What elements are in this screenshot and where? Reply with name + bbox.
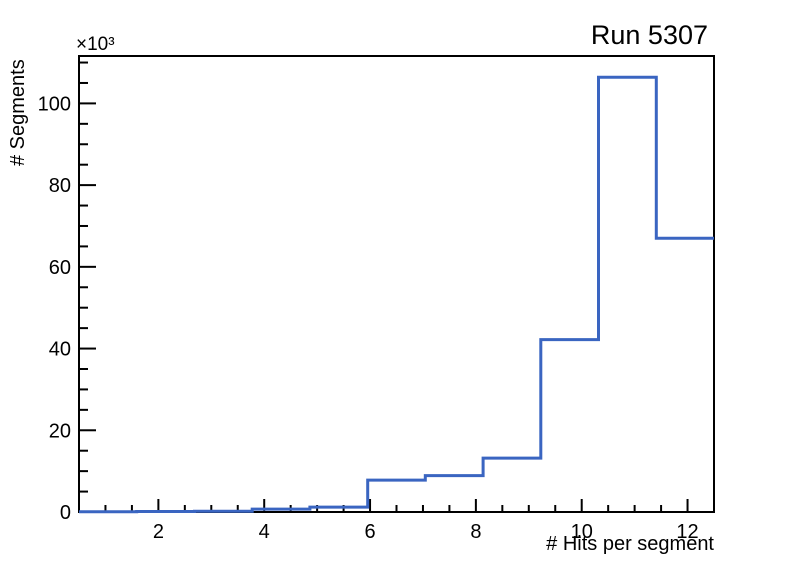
- x-tick-label: 8: [470, 521, 481, 543]
- y-axis-tick-labels: 0 20 40 60 80 100: [38, 93, 71, 524]
- x-axis-tick-labels: 2 4 6 8 10 12: [153, 521, 699, 543]
- plot-frame: [78, 55, 715, 513]
- y-tick-label: 0: [60, 502, 71, 524]
- x-axis-title: # Hits per segment: [546, 533, 714, 555]
- x-axis-ticks: [104, 499, 689, 511]
- x-tick-label: 6: [364, 521, 375, 543]
- x-tick-label: 10: [571, 521, 593, 543]
- y-tick-label: 20: [49, 420, 71, 442]
- x-tick-label: 4: [259, 521, 270, 543]
- histogram-step-line: [79, 75, 714, 514]
- x-tick-label: 12: [676, 521, 698, 543]
- y-axis-ticks: [80, 61, 96, 513]
- plot-title: Run 5307: [590, 20, 708, 50]
- y-tick-label: 60: [49, 257, 71, 279]
- y-tick-label: 40: [49, 339, 71, 361]
- y-tick-label: 80: [49, 175, 71, 197]
- y-axis-scale-label: ×10³: [76, 34, 115, 55]
- y-tick-label: 100: [38, 93, 71, 115]
- y-axis-title: # Segments: [7, 59, 29, 166]
- x-tick-label: 2: [153, 521, 164, 543]
